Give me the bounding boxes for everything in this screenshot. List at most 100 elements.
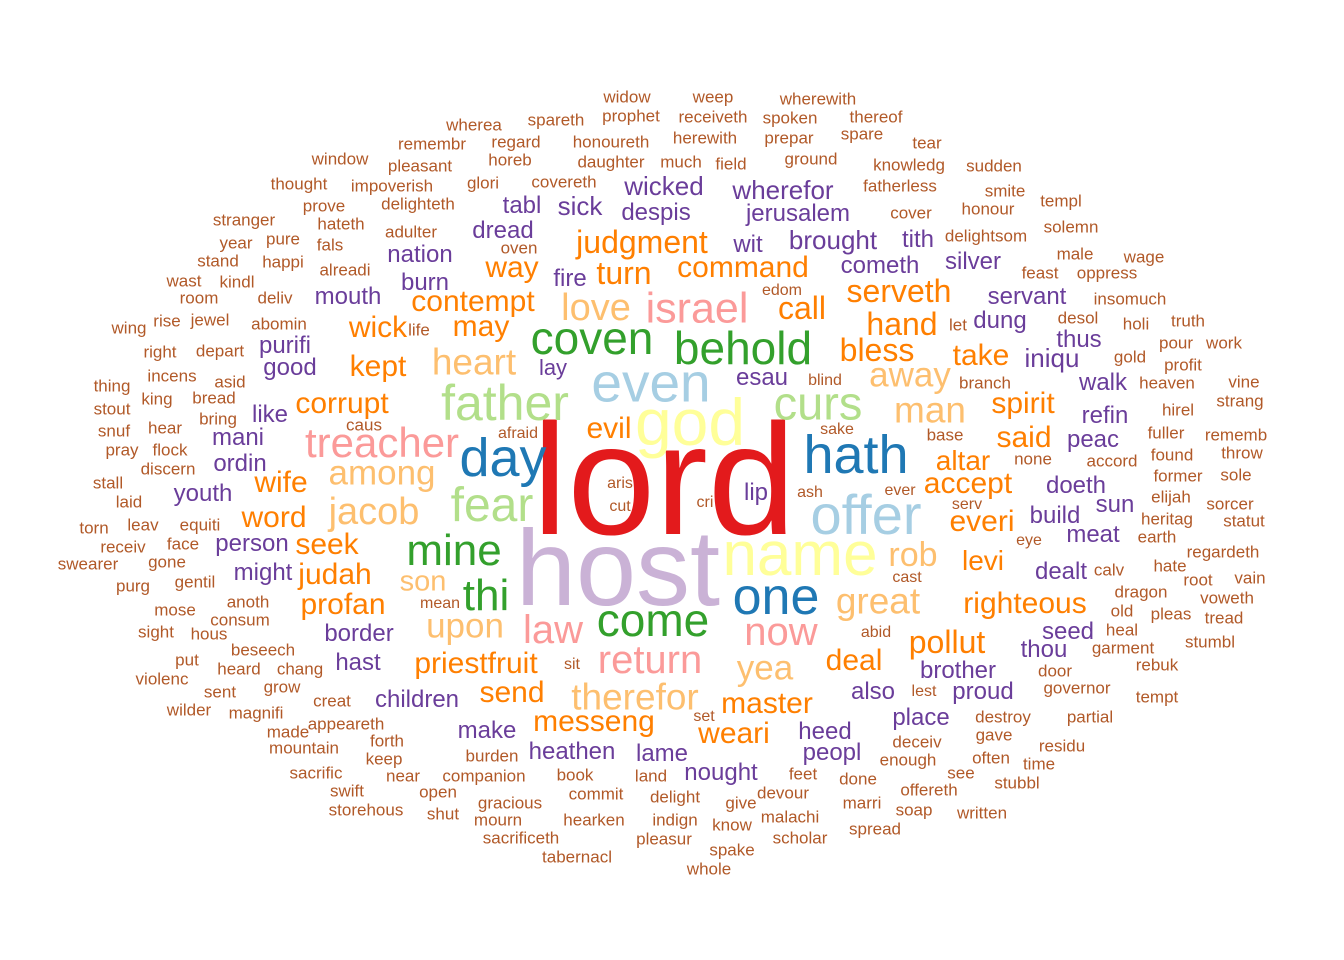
cloud-word-former: former [1153,466,1203,486]
cloud-word-heal: heal [1105,620,1139,640]
cloud-word-happi: happi [262,252,304,272]
cloud-word-pollut: pollut [908,624,986,660]
cloud-word-ordin: ordin [213,450,267,477]
cloud-word-know: know [712,815,752,835]
cloud-word-good: good [263,354,317,381]
cloud-word-serveth: serveth [846,273,952,309]
cloud-word-corrupt: corrupt [295,387,389,420]
cloud-word-hast: hast [335,649,381,676]
cloud-word-destroy: destroy [975,707,1031,727]
cloud-word-call: call [777,290,827,326]
cloud-word-tabl: tabl [502,192,542,219]
cloud-word-elijah: elijah [1151,487,1191,507]
cloud-word-tempt: tempt [1135,687,1179,707]
cloud-word-spirit: spirit [991,387,1055,420]
cloud-word-smite: smite [984,181,1026,201]
cloud-word-room: room [179,288,219,308]
cloud-word-sorcer: sorcer [1206,494,1254,514]
cloud-word-border: border [324,620,394,647]
cloud-word-none: none [1014,449,1052,469]
cloud-word-shut: shut [426,804,460,824]
cloud-word-heaven: heaven [1139,373,1195,393]
cloud-word-honoureth: honoureth [572,132,650,152]
cloud-word-contempt: contempt [411,285,535,318]
cloud-word-knowledg: knowledg [873,155,945,175]
cloud-word-heard: heard [217,659,261,679]
cloud-word-wing: wing [111,318,147,338]
cloud-word-cut: cut [609,498,631,515]
cloud-word-marri: marri [842,793,882,813]
cloud-word-now: now [744,610,818,654]
cloud-word-heed: heed [798,718,852,745]
cloud-word-mountain: mountain [269,738,339,758]
cloud-word-cometh: cometh [840,252,920,279]
cloud-word-even: even [591,351,711,414]
cloud-word-beseech: beseech [230,640,296,660]
cloud-word-jacob: jacob [328,491,420,533]
cloud-word-wast: wast [166,271,202,291]
cloud-word-edom: edom [761,282,803,299]
cloud-word-ash: ash [797,484,823,501]
cloud-word-fuller: fuller [1147,423,1185,443]
cloud-word-heart: heart [431,341,517,383]
cloud-word-mouth: mouth [314,283,382,310]
cloud-word-voweth: voweth [1200,588,1254,608]
cloud-word-wit: wit [733,231,763,258]
cloud-word-build: build [1029,502,1081,529]
cloud-word-whole: whole [686,859,732,879]
cloud-word-deal: deal [825,644,883,677]
cloud-word-abid: abid [860,624,892,641]
cloud-word-sick: sick [557,191,603,221]
cloud-word-eye: eye [1016,532,1042,549]
cloud-word-spoken: spoken [762,108,818,128]
cloud-word-return: return [597,638,703,682]
cloud-word-weep: weep [692,87,734,107]
cloud-word-lip: lip [743,479,769,506]
cloud-word-receiv: receiv [100,537,146,557]
cloud-word-bread: bread [192,388,236,408]
cloud-word-swift: swift [330,781,364,801]
cloud-word-thi: thi [462,571,510,620]
cloud-word-may: may [452,310,510,343]
cloud-word-wife: wife [254,466,308,499]
cloud-word-everi: everi [949,505,1015,538]
cloud-word-gone: gone [148,552,186,572]
cloud-word-incens: incens [147,366,197,386]
cloud-word-sent: sent [203,682,237,702]
cloud-word-honour: honour [961,199,1015,219]
cloud-word-youth: youth [173,480,233,507]
cloud-word-right: right [143,342,177,362]
cloud-word-caus: caus [346,415,382,435]
cloud-word-levi: levi [961,545,1005,576]
cloud-word-laid: laid [115,492,143,512]
cloud-word-base: base [926,425,964,445]
cloud-word-vine: vine [1228,372,1260,392]
cloud-word-bring: bring [199,409,237,429]
cloud-word-stall: stall [92,473,124,493]
cloud-word-offereth: offereth [900,780,958,800]
cloud-word-flock: flock [152,440,188,460]
cloud-word-consum: consum [210,610,270,630]
cloud-word-desol: desol [1057,308,1099,328]
cloud-word-hous: hous [190,624,228,644]
cloud-word-afraid: afraid [497,425,539,442]
cloud-word-oven: oven [500,238,538,258]
cloud-word-violenc: violenc [135,669,189,689]
cloud-word-book: book [556,765,594,785]
cloud-word-peopl: peopl [802,739,862,766]
cloud-word-hearken: hearken [563,810,625,830]
cloud-word-grow: grow [263,677,301,697]
cloud-word-delightsom: delightsom [944,226,1028,246]
cloud-word-stand: stand [197,251,239,271]
cloud-word-swearer: swearer [57,554,119,574]
cloud-word-regard: regard [491,132,541,152]
cloud-word-walk: walk [1078,369,1128,396]
cloud-word-hateth: hateth [317,214,365,234]
cloud-word-tear: tear [912,133,942,153]
cloud-word-vain: vain [1234,568,1266,588]
cloud-word-esau: esau [735,364,789,391]
cloud-word-made: made [266,722,310,742]
cloud-word-work: work [1206,333,1242,353]
cloud-word-hear: hear [147,418,183,438]
cloud-word-fatherless: fatherless [863,176,937,196]
